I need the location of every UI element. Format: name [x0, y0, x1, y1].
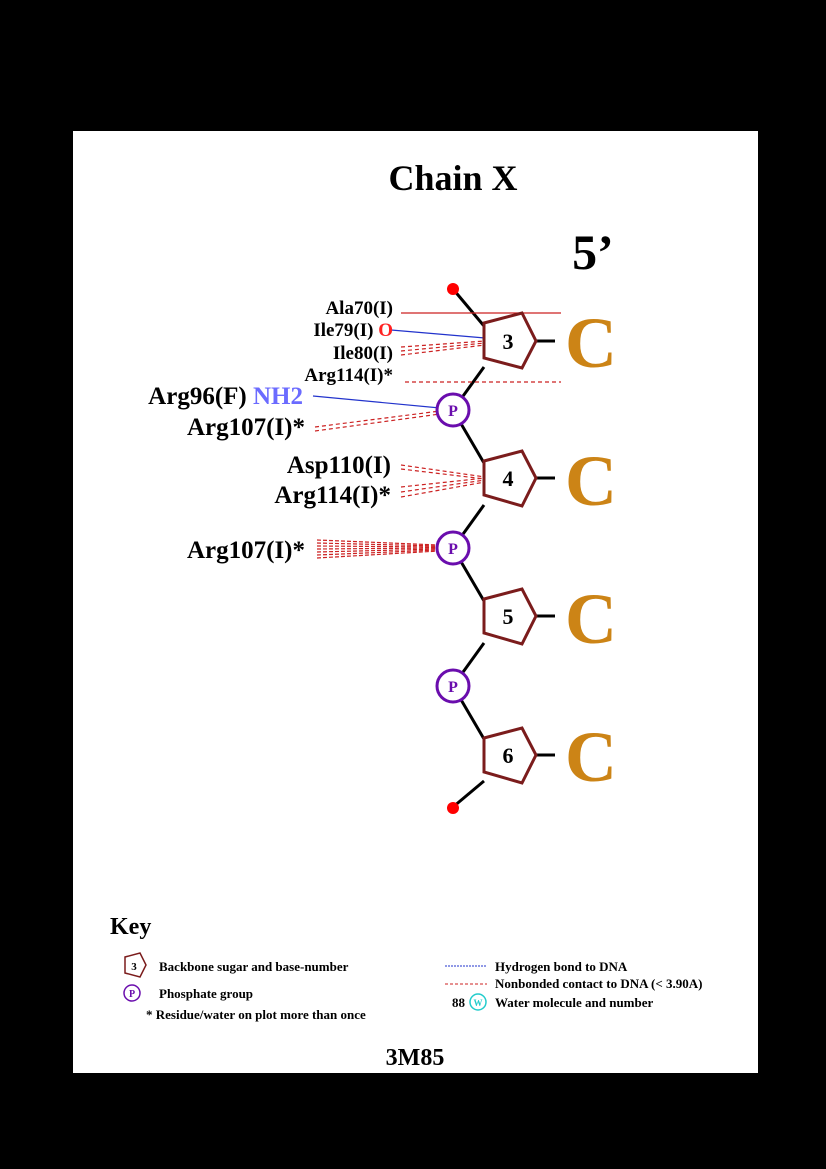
residue-asp110: Asp110(I)	[287, 452, 391, 479]
phosphate-label: P	[448, 403, 458, 420]
nonbonded-lines-asp110	[400, 464, 486, 480]
sugar-pentagon	[482, 726, 538, 785]
residue-arg114-bottom: Arg114(I)*	[274, 482, 391, 509]
nonbonded-lines-ile80	[400, 340, 486, 356]
diagram-panel: Chain X 5’	[73, 131, 758, 1073]
sugar-pentagon	[482, 449, 538, 508]
residue-arg107-bottom: Arg107(I)*	[187, 537, 305, 564]
sugar-pentagon	[482, 311, 538, 370]
sugar-number: 3	[503, 329, 514, 354]
hbond-line	[312, 395, 441, 409]
residue-ile79: Ile79(I) O	[313, 320, 393, 341]
key-sugar-icon	[124, 952, 147, 978]
sugar-number: 5	[503, 604, 514, 629]
chain-title: Chain X	[388, 158, 517, 198]
dna-contact-diagram: Chain X 5’	[110, 158, 702, 1071]
base-letter: C	[565, 579, 617, 659]
key-hbond-text: Hydrogen bond to DNA	[495, 959, 628, 974]
key-phosphate-text: Phosphate group	[159, 986, 253, 1001]
key: Key 3 Backbone sugar and base-number P P…	[110, 914, 702, 1022]
phosphate-3: P	[435, 668, 471, 704]
residue-name: Arg96(F)	[148, 383, 253, 410]
phosphate-label: P	[448, 679, 458, 696]
pdb-id: 3M85	[386, 1045, 445, 1071]
atom-o: O	[378, 320, 393, 341]
sugar-5: 5	[482, 587, 538, 646]
key-nonbonded-text: Nonbonded contact to DNA (< 3.90A)	[495, 976, 702, 991]
key-water-number: 88	[452, 995, 466, 1010]
key-water-icon	[469, 993, 487, 1011]
bases: C C C C	[565, 303, 617, 797]
key-sugar-text: Backbone sugar and base-number	[159, 959, 349, 974]
sugar-6: 6	[482, 726, 538, 785]
key-star-text: * Residue/water on plot more than once	[146, 1007, 366, 1022]
residue-labels: Ala70(I) Ile79(I) O Ile80(I) Arg114(I)* …	[148, 298, 393, 564]
residue-name: Ile79(I)	[313, 320, 378, 341]
key-water-icon-label: W	[474, 998, 483, 1008]
key-sugar-icon-label: 3	[131, 961, 137, 973]
hbond-line	[390, 329, 486, 339]
contact-lines	[312, 312, 561, 559]
atom-nh2: NH2	[253, 383, 303, 410]
key-phosphate-icon	[123, 984, 141, 1002]
key-title: Key	[110, 914, 151, 940]
residue-arg107-top: Arg107(I)*	[187, 414, 305, 441]
residue-arg96: Arg96(F) NH2	[148, 383, 303, 410]
terminal-5prime-atom	[447, 283, 459, 295]
base-letter: C	[565, 441, 617, 521]
strand-end-label: 5’	[572, 224, 614, 280]
residue-ile80: Ile80(I)	[333, 343, 393, 364]
phosphate-1: P	[435, 392, 471, 428]
phosphates: P P P	[435, 392, 471, 704]
phosphate-2: P	[435, 530, 471, 566]
nonbonded-lines-arg114b	[400, 477, 486, 498]
residue-ala70: Ala70(I)	[325, 298, 393, 319]
sugar-3: 3	[482, 311, 538, 370]
key-phosphate-icon-label: P	[129, 989, 135, 1000]
terminal-3prime-atom	[447, 802, 459, 814]
nonbonded-lines-arg107a	[314, 410, 441, 432]
key-water-text: Water molecule and number	[495, 995, 654, 1010]
nonbonded-lines-arg107b	[316, 539, 440, 559]
residue-arg114-top: Arg114(I)*	[304, 365, 393, 386]
base-letter: C	[565, 303, 617, 383]
sugar-4: 4	[482, 449, 538, 508]
sugar-pentagon	[482, 587, 538, 646]
sugar-group: 3 4 5 6	[482, 311, 538, 785]
base-letter: C	[565, 717, 617, 797]
phosphate-label: P	[448, 541, 458, 558]
sugar-number: 6	[503, 743, 514, 768]
sugar-number: 4	[503, 466, 514, 491]
